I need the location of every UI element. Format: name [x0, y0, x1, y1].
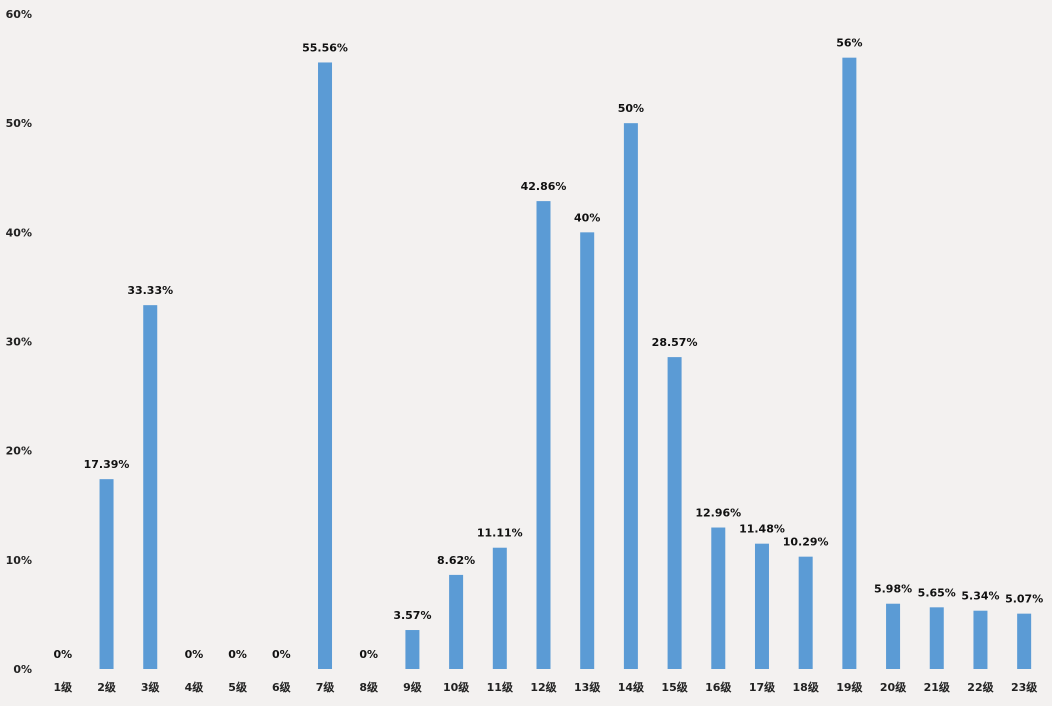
y-tick-label: 20% [6, 445, 32, 458]
bar [798, 556, 813, 669]
data-label: 33.33% [127, 284, 173, 297]
x-tick-label: 21级 [924, 680, 951, 694]
x-tick-label: 14级 [618, 680, 645, 694]
bar [667, 357, 682, 669]
y-tick-label: 0% [13, 663, 32, 676]
data-label: 5.98% [874, 583, 912, 596]
x-tick-label: 6级 [272, 680, 292, 694]
data-label: 5.65% [918, 586, 956, 599]
x-tick-label: 7级 [316, 680, 336, 694]
x-tick-label: 12级 [530, 680, 557, 694]
x-tick-label: 19级 [836, 680, 863, 694]
x-tick-label: 5级 [228, 680, 248, 694]
x-tick-label: 8级 [359, 680, 379, 694]
bar [929, 607, 944, 669]
data-label: 0% [272, 648, 291, 661]
x-tick-label: 2级 [97, 680, 117, 694]
bar [492, 547, 507, 669]
data-label: 0% [54, 648, 73, 661]
bar [449, 574, 464, 669]
y-axis-labels: 0% 10% 20% 30% 40% 50% 60% [6, 8, 32, 676]
data-label: 5.34% [961, 590, 999, 603]
x-tick-label: 22级 [967, 680, 994, 694]
bar [580, 232, 595, 670]
bar [754, 543, 769, 669]
data-label: 56% [836, 37, 862, 50]
bars [99, 57, 1032, 670]
bar [711, 527, 726, 669]
x-axis-labels: 1级 2级 3级 4级 5级 6级 7级 8级 9级 10级 11级 12级 13级 14级 15级 16级 1… [54, 680, 1039, 694]
data-label: 12.96% [695, 507, 741, 520]
x-tick-label: 10级 [443, 680, 470, 694]
x-tick-label: 3级 [141, 680, 161, 694]
y-tick-label: 10% [6, 554, 32, 567]
data-label: 50% [618, 102, 644, 115]
x-tick-label: 9级 [403, 680, 423, 694]
data-label: 3.57% [393, 609, 431, 622]
x-tick-label: 15级 [661, 680, 688, 694]
data-labels: 0% 17.39% 33.33% 0% 0% 0% 55.56% 0% 3.57% 8.62% 11… [54, 37, 1044, 661]
bar [99, 479, 114, 669]
bar [842, 57, 857, 669]
data-label: 40% [574, 211, 600, 224]
bar [1017, 613, 1032, 669]
data-label: 10.29% [783, 536, 829, 549]
data-label: 55.56% [302, 41, 348, 54]
x-tick-label: 1级 [54, 680, 74, 694]
x-tick-label: 20级 [880, 680, 907, 694]
bar [536, 201, 551, 669]
y-tick-label: 60% [6, 8, 32, 21]
bar [886, 603, 901, 669]
x-tick-label: 4级 [185, 680, 205, 694]
data-label: 0% [228, 648, 247, 661]
x-tick-label: 17级 [749, 680, 776, 694]
y-tick-label: 50% [6, 117, 32, 130]
data-label: 28.57% [652, 336, 698, 349]
data-label: 17.39% [84, 458, 130, 471]
data-label: 11.11% [477, 527, 523, 540]
x-tick-label: 23级 [1011, 680, 1038, 694]
data-label: 42.86% [521, 180, 567, 193]
y-tick-label: 30% [6, 336, 32, 349]
y-tick-label: 40% [6, 226, 32, 239]
bar [405, 630, 420, 669]
data-label: 0% [185, 648, 204, 661]
data-label: 8.62% [437, 554, 475, 567]
x-tick-label: 18级 [793, 680, 820, 694]
x-tick-label: 11级 [487, 680, 514, 694]
data-label: 11.48% [739, 523, 785, 536]
data-label: 0% [359, 648, 378, 661]
bar [973, 610, 988, 669]
x-tick-label: 13级 [574, 680, 601, 694]
data-label: 5.07% [1005, 593, 1043, 606]
bar [143, 305, 158, 669]
bar [318, 62, 333, 670]
x-tick-label: 16级 [705, 680, 732, 694]
bar [623, 123, 638, 669]
